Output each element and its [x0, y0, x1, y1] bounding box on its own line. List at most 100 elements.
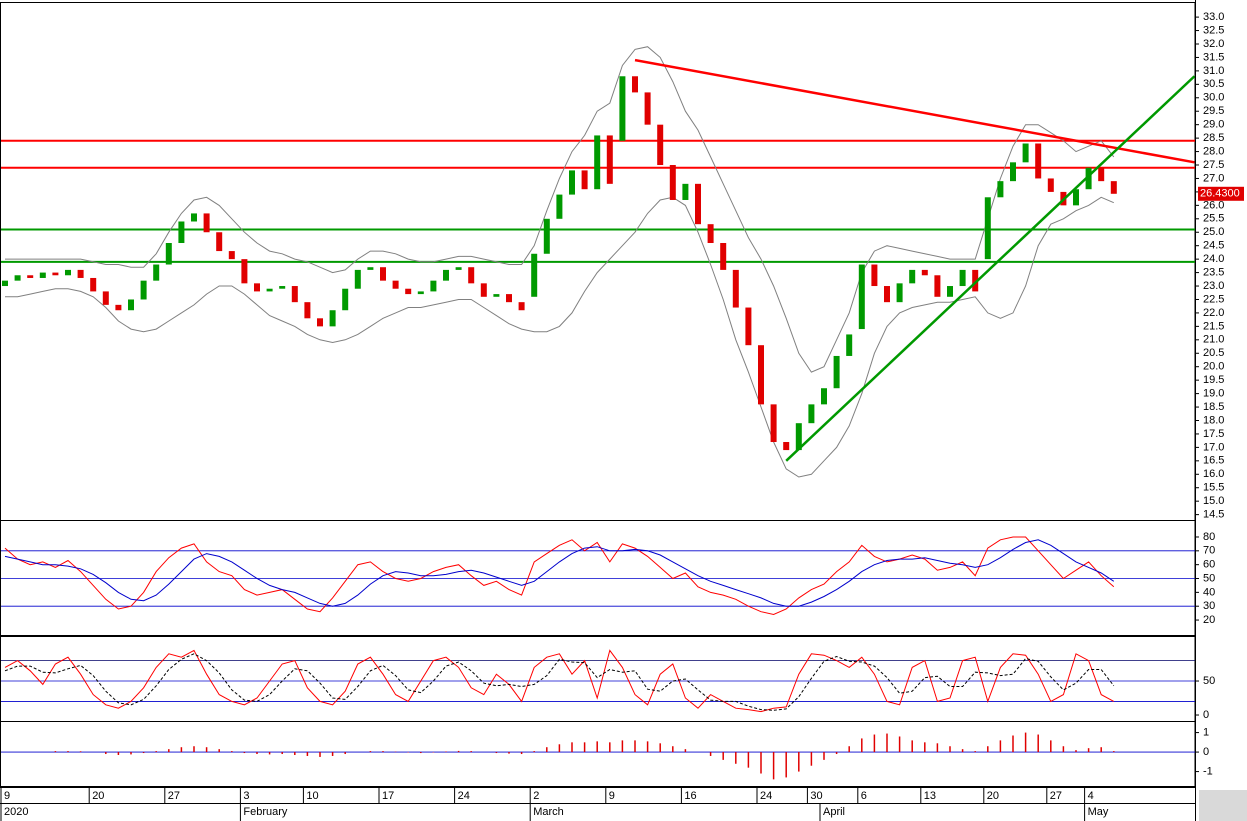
candle-body — [959, 269, 966, 287]
y-tick-label: 21.5 — [1203, 320, 1224, 332]
candle-body — [720, 243, 727, 270]
candle-body — [241, 259, 248, 284]
candle-body — [417, 291, 424, 295]
candle-body — [153, 264, 160, 281]
candle-body — [795, 423, 802, 451]
y-tick-label: 40 — [1203, 586, 1215, 598]
y-tick-label: 17.5 — [1203, 428, 1224, 440]
y-tick-label: 30 — [1203, 600, 1215, 612]
y-tick-label: 30.5 — [1203, 78, 1224, 90]
month-label: February — [243, 806, 288, 818]
candle-body — [884, 286, 890, 303]
candle-body — [468, 267, 475, 284]
y-tick-label: 16.5 — [1203, 455, 1224, 467]
candle-body — [342, 288, 349, 311]
bollinger-band — [5, 46, 1115, 373]
candle-body — [405, 288, 412, 295]
y-tick-label: 30.0 — [1203, 92, 1224, 104]
candle-body — [657, 124, 664, 166]
candle-body — [430, 280, 437, 292]
y-tick-label: 21.0 — [1203, 334, 1224, 346]
y-tick-label: 24.0 — [1203, 253, 1224, 265]
candle-body — [329, 310, 336, 327]
candle-body — [1047, 178, 1054, 192]
candle-body — [732, 269, 739, 308]
candle-body — [443, 269, 449, 281]
panel-frame — [0, 520, 1196, 636]
y-tick-label: 23.0 — [1203, 280, 1224, 292]
last-price-label: 26.4300 — [1200, 188, 1240, 200]
y-tick-label: 0 — [1203, 709, 1209, 721]
x-tick-label: 4 — [1088, 790, 1094, 802]
trend-line — [634, 58, 1195, 164]
candle-body — [770, 404, 777, 443]
candle-body — [569, 170, 575, 195]
x-tick-label: 24 — [760, 790, 772, 802]
y-tick-label: 50 — [1203, 572, 1215, 584]
candle-body — [984, 197, 991, 260]
y-tick-label: 14.5 — [1203, 509, 1224, 521]
candle-body — [921, 269, 928, 276]
month-label: March — [533, 806, 564, 818]
candle-body — [128, 299, 134, 311]
candle-body — [392, 280, 399, 289]
candle-body — [291, 286, 298, 303]
x-tick-label: 27 — [1050, 790, 1062, 802]
y-tick-label: 0 — [1203, 746, 1209, 758]
month-label: April — [823, 806, 845, 818]
candle-body — [140, 280, 147, 300]
x-tick-label: 9 — [609, 790, 615, 802]
y-tick-label: 19.5 — [1203, 374, 1224, 386]
candle-body — [531, 253, 538, 297]
y-tick-label: 17.0 — [1203, 441, 1224, 453]
y-tick-label: 29.5 — [1203, 105, 1224, 117]
candle-body — [228, 251, 235, 260]
candle-body — [619, 76, 626, 141]
candle-body — [1022, 143, 1029, 163]
candle-body — [27, 275, 34, 278]
candle-body — [493, 294, 500, 297]
x-tick-label: 13 — [924, 790, 936, 802]
candle-body — [178, 221, 185, 244]
y-tick-label: 28.5 — [1203, 132, 1224, 144]
candle-body — [518, 302, 525, 311]
y-tick-label: 20.0 — [1203, 361, 1224, 373]
y-tick-label: 26.0 — [1203, 199, 1224, 211]
month-label: 2020 — [4, 806, 28, 818]
candle-body — [606, 135, 613, 184]
candle-body — [1035, 143, 1042, 179]
candle-body — [934, 275, 941, 297]
candle-body — [455, 267, 462, 270]
candle-body — [556, 194, 563, 219]
panel-frame — [0, 721, 1196, 787]
trend-line — [785, 75, 1196, 462]
x-tick-label: 30 — [810, 790, 822, 802]
candle-body — [896, 283, 903, 303]
x-tick-label: 10 — [306, 790, 318, 802]
candle-body — [669, 165, 676, 200]
candle-body — [39, 272, 46, 278]
candle-body — [644, 92, 651, 125]
x-tick-label: 20 — [92, 790, 104, 802]
candle-body — [594, 135, 601, 190]
candle-body — [102, 291, 109, 305]
candle-body — [266, 288, 273, 292]
candle-body — [14, 275, 21, 281]
y-tick-label: 28.0 — [1203, 145, 1224, 157]
candle-body — [506, 294, 512, 303]
indicator-line — [4, 536, 1115, 616]
last-price-box — [1198, 186, 1244, 201]
x-tick-label: 2 — [533, 790, 539, 802]
y-tick-label: 29.0 — [1203, 119, 1224, 131]
candle-body — [52, 272, 59, 276]
y-tick-label: 19.0 — [1203, 388, 1224, 400]
y-tick-label: 20 — [1203, 614, 1215, 626]
candle-body — [909, 269, 916, 284]
candle-body — [2, 280, 8, 287]
y-tick-label: 18.0 — [1203, 414, 1224, 426]
indicator-line — [4, 539, 1115, 607]
x-tick-label: 16 — [684, 790, 696, 802]
y-tick-label: 33.0 — [1203, 11, 1224, 23]
indicator-line — [4, 653, 1115, 711]
y-tick-label: 70 — [1203, 545, 1215, 557]
